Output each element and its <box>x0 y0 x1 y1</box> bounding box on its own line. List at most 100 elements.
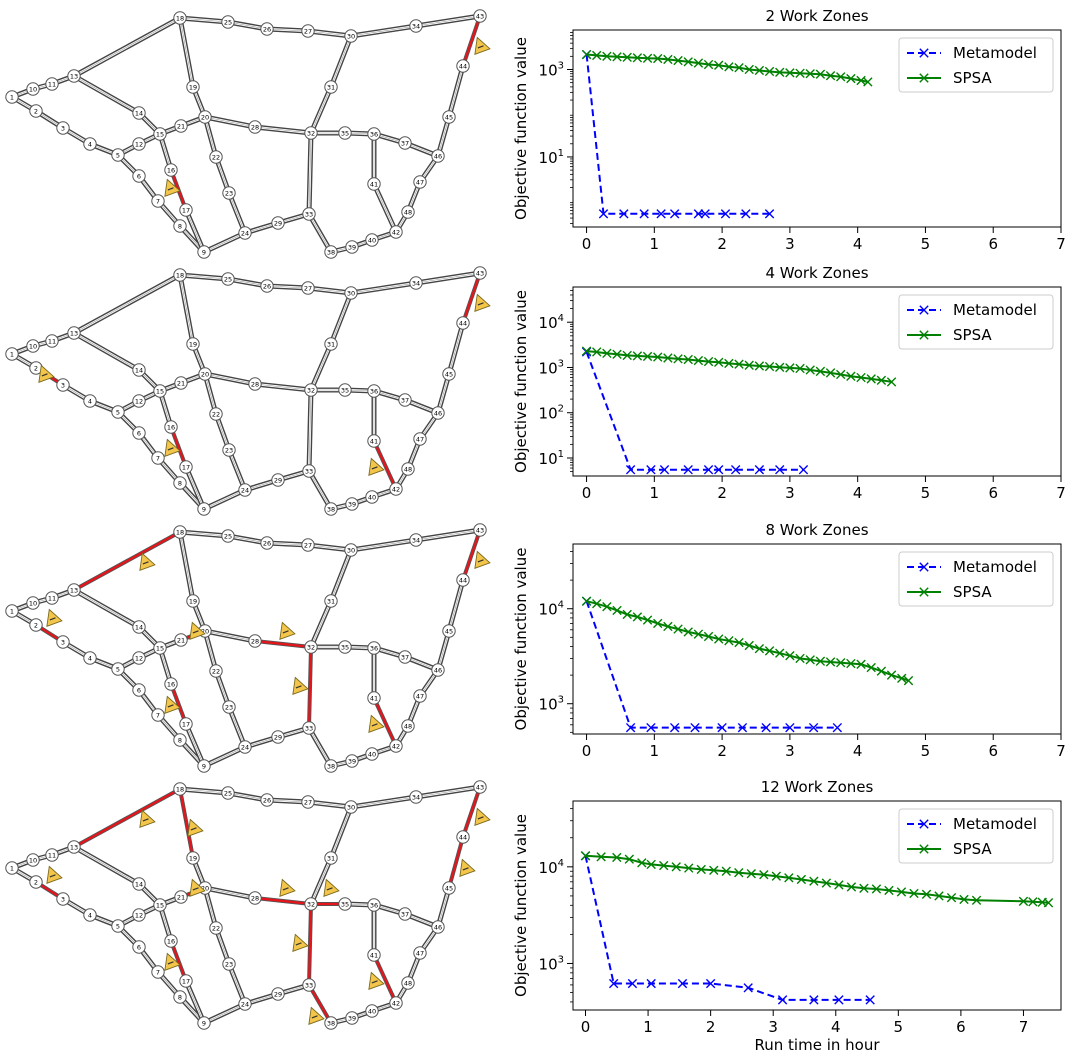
node-label: 19 <box>189 340 197 348</box>
data-point-metamodel <box>808 722 819 733</box>
data-point-spsa <box>856 372 866 383</box>
sign-mark <box>371 980 378 984</box>
node-label: 22 <box>212 667 220 675</box>
road-link-center <box>350 539 417 551</box>
data-point-spsa <box>683 627 693 637</box>
x-tick-label: 7 <box>1019 1018 1029 1036</box>
series-line-metamodel <box>584 855 871 1001</box>
node-38 <box>324 1016 338 1030</box>
node-7 <box>151 708 165 722</box>
data-point-spsa <box>866 374 876 384</box>
node-46 <box>431 663 445 677</box>
node-27 <box>301 281 315 295</box>
node-16 <box>164 677 178 691</box>
node-44 <box>456 573 470 587</box>
data-point-spsa <box>659 860 669 871</box>
node-22 <box>209 150 223 164</box>
node-label: 1 <box>10 864 14 872</box>
node-6 <box>132 169 146 183</box>
node-label: 18 <box>176 14 184 22</box>
node-label: 11 <box>48 337 56 345</box>
data-point-spsa <box>671 862 681 872</box>
chart-title: 2 Work Zones <box>765 7 868 25</box>
node-label: 30 <box>347 32 355 40</box>
data-point-spsa <box>612 605 622 616</box>
work-zone-link-red <box>73 531 181 591</box>
node-6 <box>132 683 146 697</box>
node-15 <box>153 127 167 141</box>
node-3 <box>56 378 70 392</box>
data-point-spsa <box>693 629 704 639</box>
work-zone-sign-icon <box>368 971 385 990</box>
node-4 <box>83 651 97 665</box>
data-point-spsa <box>581 49 592 60</box>
node-48 <box>401 462 415 476</box>
node-label: 8 <box>178 479 182 487</box>
node-label: 14 <box>135 880 143 888</box>
road-link-center <box>203 746 246 767</box>
data-point-metamodel <box>705 978 716 989</box>
node-label: 45 <box>445 627 453 635</box>
node-label: 39 <box>348 243 356 251</box>
node-label: 30 <box>347 803 355 811</box>
node-label: 42 <box>392 999 400 1007</box>
chart-title: 12 Work Zones <box>761 778 874 796</box>
sign-mark <box>311 1015 318 1019</box>
node-9 <box>197 502 211 516</box>
road-link-center <box>308 213 332 253</box>
road-link-center <box>448 322 464 375</box>
road-link-center <box>330 292 352 345</box>
node-label: 42 <box>392 742 400 750</box>
node-label: 4 <box>88 140 92 148</box>
sign-mark <box>167 704 174 708</box>
x-tick-label: 1 <box>650 235 660 253</box>
data-point-metamodel <box>737 722 748 733</box>
node-label: 33 <box>305 467 313 475</box>
road-link-center <box>350 282 417 294</box>
node-label: 5 <box>116 665 120 673</box>
data-point-metamodel <box>659 465 670 475</box>
node-label: 37 <box>401 910 409 918</box>
node-label: 14 <box>135 366 143 374</box>
work-zone-sign-icon <box>164 438 181 457</box>
node-label: 19 <box>189 83 197 91</box>
chart-4: 12 Work Zones 104 103 0 1 2 3 4 5 6 7 Objective fun… <box>512 778 1062 1050</box>
sign-mark <box>477 816 484 820</box>
network-map-3: 1101113234567891214151617181920212223242… <box>5 523 491 773</box>
road-link-center <box>330 35 352 88</box>
node-label: 9 <box>202 248 206 256</box>
road-link-center <box>266 799 309 803</box>
y-axis-label: Objective function value <box>512 814 530 997</box>
work-zone-sign-icon <box>189 621 206 640</box>
node-46 <box>431 920 445 934</box>
node-label: 21 <box>177 379 185 387</box>
sign-triangle <box>46 865 63 884</box>
data-point-metamodel <box>625 465 636 475</box>
node-label: 24 <box>241 743 249 751</box>
network-map-1: 1101113234567891214151617181920212223242… <box>5 9 491 259</box>
node-31 <box>324 80 338 94</box>
node-label: 25 <box>224 532 232 540</box>
node-label: 19 <box>189 597 197 605</box>
x-tick-label: 3 <box>768 1018 778 1036</box>
data-point-spsa <box>642 53 653 64</box>
data-point-spsa <box>884 885 894 896</box>
node-38 <box>324 502 338 516</box>
node-29 <box>271 216 285 230</box>
node-label: 42 <box>392 485 400 493</box>
legend-marker-spsa <box>919 844 929 854</box>
node-label: 22 <box>212 924 220 932</box>
road-link-center <box>437 630 450 671</box>
plot-frame <box>572 800 1062 1011</box>
sign-mark <box>477 302 484 306</box>
node-label: 48 <box>404 722 412 730</box>
node-45 <box>442 110 456 124</box>
data-point-spsa <box>795 363 805 374</box>
node-label: 36 <box>370 130 378 138</box>
node-label: 16 <box>167 423 175 431</box>
node-label: 22 <box>212 410 220 418</box>
node-43 <box>473 523 487 537</box>
node-3 <box>56 635 70 649</box>
node-14 <box>132 620 146 634</box>
node-label: 2 <box>34 107 38 115</box>
